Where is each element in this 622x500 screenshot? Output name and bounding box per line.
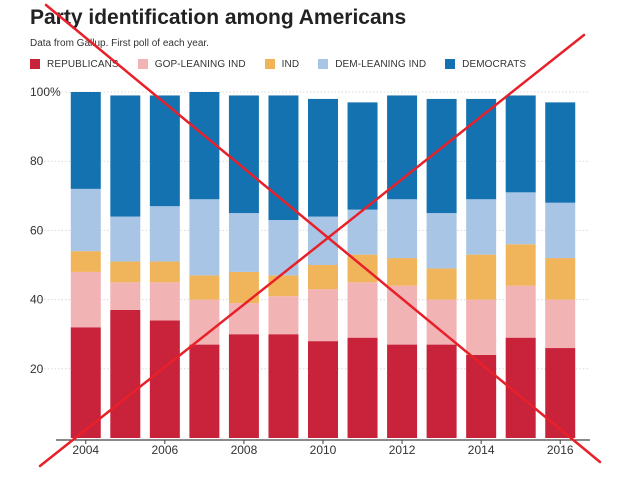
chart-title: Party identification among Americans (30, 6, 407, 29)
bar-segment (545, 299, 576, 349)
bar-segment (308, 98, 338, 217)
legend-label: IND (281, 58, 300, 70)
cross-line-2 (38, 33, 586, 468)
bar-segment (149, 206, 180, 262)
legend-swatch (264, 59, 275, 69)
bar-segment (110, 261, 141, 283)
y-tick-label: 20 (30, 362, 44, 376)
x-tick-label: 2004 (72, 443, 99, 457)
bar-segment (426, 344, 457, 438)
bar-segment (387, 285, 418, 345)
bar-segment (70, 251, 101, 272)
bar-segment (70, 92, 101, 189)
bar-segment (505, 95, 536, 193)
bar-segment (545, 258, 576, 300)
legend-swatch (30, 59, 40, 69)
bar-segment (545, 348, 576, 438)
bar-segment (308, 341, 338, 438)
bar-segment (268, 220, 299, 276)
x-tick-label: 2014 (468, 443, 495, 457)
bar-segment (426, 213, 457, 269)
bar-segment (466, 199, 497, 255)
legend-label: DEMOCRATS (462, 58, 527, 70)
bar-segment (466, 299, 497, 355)
bar-segment (268, 334, 299, 438)
bar-segment (308, 265, 338, 290)
bar-segment (110, 282, 141, 310)
bar-segment (149, 261, 180, 283)
bar-segment (110, 309, 141, 438)
bar-segment (387, 199, 418, 259)
bar-segment (347, 282, 378, 338)
x-tick-label: 2008 (231, 443, 258, 457)
bar-segment (149, 282, 180, 321)
legend-label: GOP-LEANING IND (154, 58, 246, 70)
bar-segment (505, 192, 536, 245)
legend-item-dem-leaning-ind: DEM-LEANING IND (318, 59, 426, 70)
bar-segment (268, 95, 299, 221)
bar-segment (189, 344, 220, 438)
bar-segment (387, 258, 418, 286)
legend-swatch (318, 59, 329, 69)
bar-segment (466, 98, 497, 200)
bar-segment (347, 209, 378, 255)
bar-segment (347, 102, 378, 210)
bar-segment (189, 92, 220, 200)
bar-segment (228, 303, 259, 335)
bar-segment (70, 188, 101, 252)
bar-segment (189, 299, 220, 345)
x-tick-label: 2012 (389, 443, 416, 457)
bar-segment (110, 95, 141, 217)
bar-segment (426, 268, 457, 300)
bar-segment (387, 95, 418, 200)
chart-subtitle: Data from Gallup. First poll of each yea… (30, 38, 209, 49)
legend-swatch (445, 59, 456, 69)
legend: REPUBLICANS GOP-LEANING IND IND DEM-LEAN… (30, 58, 545, 70)
cross-line-1 (44, 3, 602, 464)
bar-segment (70, 271, 101, 328)
legend-item-ind: IND (264, 58, 300, 70)
bar-segment (70, 327, 101, 438)
bar-segment (505, 244, 536, 286)
legend-item-democrats: DEMOCRATS (445, 59, 526, 70)
x-tick-label: 2016 (547, 443, 574, 457)
legend-label: DEM-LEANING IND (335, 58, 427, 70)
bar-segment (545, 202, 576, 259)
bar-segment (149, 320, 180, 438)
bar-segment (189, 199, 220, 276)
bar-segment (268, 296, 299, 335)
bar-segment (545, 102, 576, 203)
legend-item-republicans: REPUBLICANS (30, 59, 119, 70)
legend-item-gop-leaning-ind: GOP-LEANING IND (137, 58, 246, 70)
bar-segment (149, 95, 180, 207)
bar-segment (110, 216, 141, 262)
bar-segment (228, 95, 259, 214)
bar-segment (308, 289, 338, 342)
bar-segment (189, 275, 220, 300)
y-tick-label: 40 (30, 293, 44, 307)
bar-segment (466, 254, 497, 300)
bar-segment (505, 285, 536, 338)
bar-segment (387, 344, 418, 438)
x-tick-label: 2006 (151, 443, 178, 457)
bar-segment (268, 275, 299, 297)
bar-segment (228, 271, 259, 304)
bar-segment (347, 337, 378, 438)
bar-segment (228, 334, 259, 438)
legend-label: REPUBLICANS (47, 58, 119, 70)
x-tick-label: 2010 (310, 443, 337, 457)
y-tick-label: 60 (30, 223, 44, 237)
y-tick-label: 80 (30, 154, 44, 168)
y-tick-label: 100% (30, 85, 61, 99)
legend-swatch (137, 59, 148, 69)
bar-segment (228, 213, 259, 272)
bar-segment (466, 354, 497, 438)
